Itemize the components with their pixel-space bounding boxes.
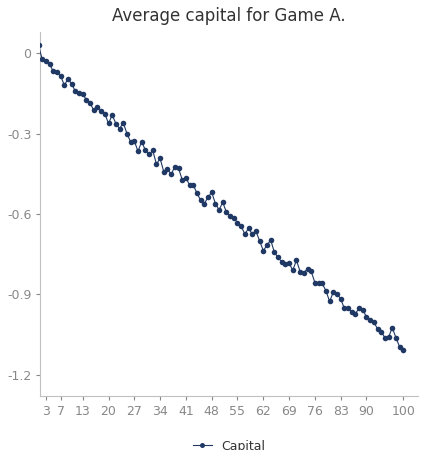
Title: Average capital for Game A.: Average capital for Game A. — [112, 7, 346, 25]
Capital — [106, 121, 111, 126]
Capital — [382, 335, 388, 340]
Capital — [224, 210, 229, 215]
Capital — [121, 120, 126, 126]
Capital — [401, 348, 406, 353]
Capital — [253, 228, 258, 234]
Line: Capital: Capital — [36, 43, 406, 353]
Legend: Capital: Capital — [188, 435, 271, 450]
Capital — [36, 43, 41, 48]
Capital — [371, 320, 377, 325]
